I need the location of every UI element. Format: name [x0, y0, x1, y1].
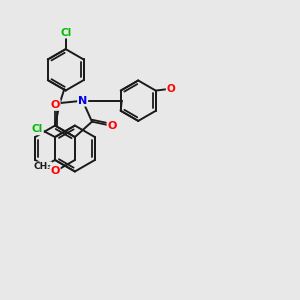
Text: Cl: Cl: [60, 28, 71, 38]
Text: Cl: Cl: [32, 124, 43, 134]
Text: N: N: [78, 96, 87, 106]
Text: O: O: [50, 100, 60, 110]
Text: O: O: [167, 84, 176, 94]
Text: O: O: [50, 167, 60, 176]
Text: O: O: [107, 121, 117, 131]
Text: CH₃: CH₃: [33, 162, 52, 171]
